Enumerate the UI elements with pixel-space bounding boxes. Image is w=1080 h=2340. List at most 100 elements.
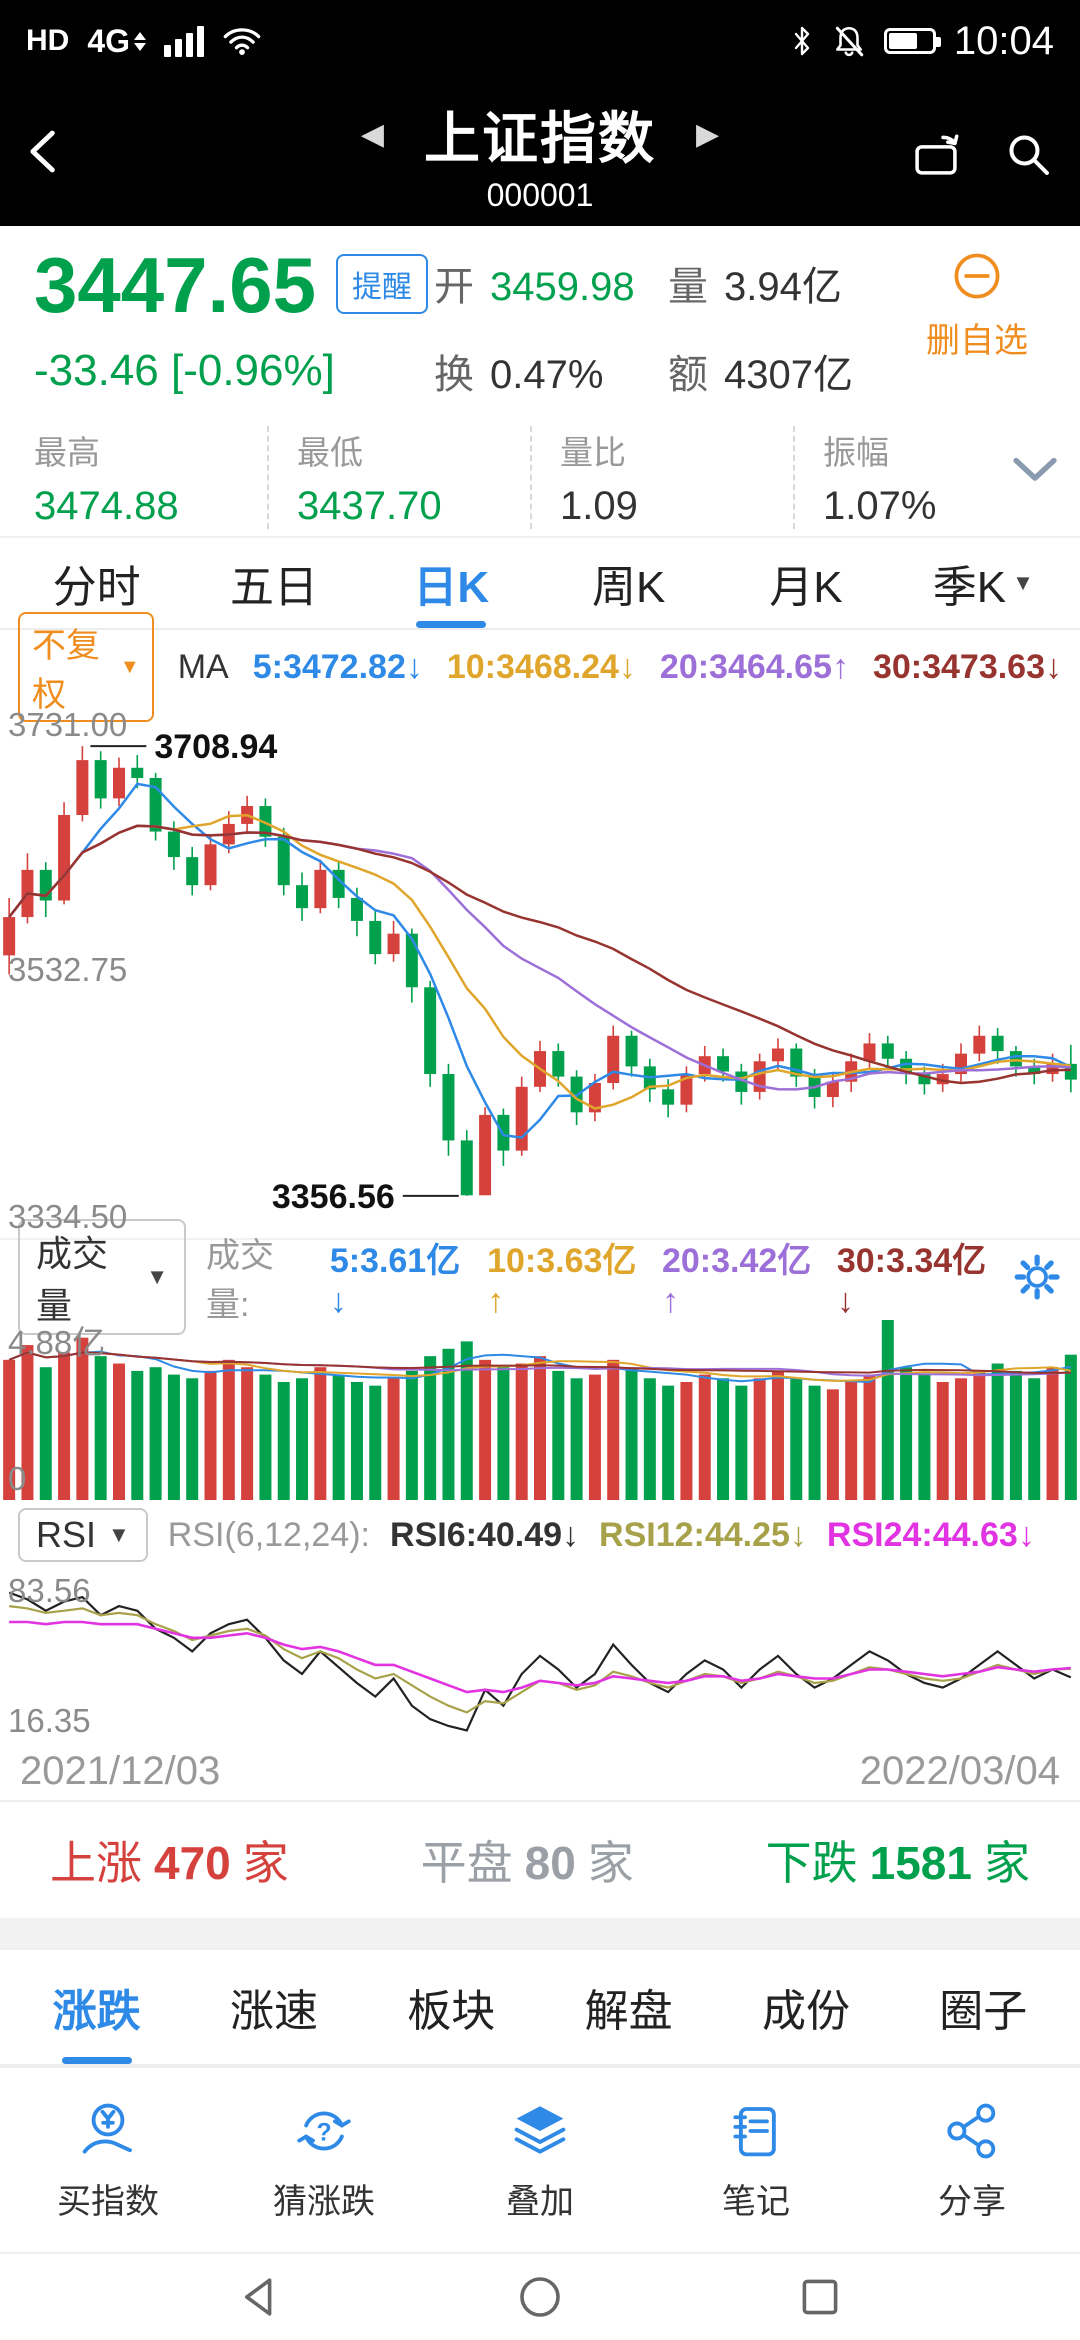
prev-index-icon[interactable]: ◀ xyxy=(360,118,384,151)
open-value: 3459.98 xyxy=(490,265,635,309)
tab-label: 涨速 xyxy=(229,1987,318,2036)
market-breadth-row: 上涨 470 家 平盘 80 家 下跌 1581 家 xyxy=(0,1800,1080,1918)
decliners-number: 1581 xyxy=(869,1837,972,1889)
bottom-toolbar: 买指数 ? 猜涨跌 叠加 xyxy=(0,2066,1080,2252)
tool-label: 叠加 xyxy=(506,2182,574,2221)
minus-circle-icon xyxy=(954,253,1000,299)
volume-axis-max: 4.88亿 xyxy=(8,1324,106,1361)
stats-row: 最高 3474.88 最低 3437.70 量比 1.09 振幅 1.07% xyxy=(0,418,1080,536)
stat-value: 3474.88 xyxy=(34,483,179,528)
tab-five-day[interactable]: 五日 xyxy=(185,538,362,628)
volume-prefix: 成交量: xyxy=(206,1237,275,1324)
status-bar: HD 4G xyxy=(0,0,1080,82)
amount-label: 额 xyxy=(668,353,708,397)
volume-selector[interactable]: 成交量 ▼ xyxy=(18,1219,187,1335)
alert-button[interactable]: 提醒 xyxy=(335,254,428,314)
title-block: ◀ 上证指数 ▶ 000001 xyxy=(361,94,719,214)
adjust-mode-selector[interactable]: 不复权 ▼ xyxy=(18,612,154,722)
guess-updown-icon: ? xyxy=(297,2111,351,2150)
candlestick-chart[interactable]: 3731.00 3532.75 3334.50 3708.94 3356.56 xyxy=(0,704,1080,1238)
tab-monthly-k[interactable]: 月K xyxy=(717,538,894,628)
overlay-icon xyxy=(514,2105,566,2154)
volume-indicator-row: 成交量 ▼ 成交量: 5:3.61亿↓ 10:3.63亿↑ 20:3.42亿↑ … xyxy=(0,1219,1080,1335)
expand-stats-button[interactable] xyxy=(1012,456,1058,489)
next-index-icon[interactable]: ▶ xyxy=(696,118,720,151)
tab-intraday[interactable]: 分时 xyxy=(8,538,185,628)
overlay-button[interactable]: 叠加 xyxy=(432,2098,648,2223)
hd-badge: HD xyxy=(26,24,70,57)
nav-recents-icon[interactable] xyxy=(796,2273,844,2321)
stat-label: 量比 xyxy=(560,433,626,471)
tab-weekly-k[interactable]: 周K xyxy=(540,538,717,628)
stat-value: 1.07% xyxy=(823,483,937,528)
share-button[interactable]: 分享 xyxy=(864,2098,1080,2223)
volume-chart[interactable]: 4.88亿 0 xyxy=(0,1314,1080,1500)
back-chevron-icon xyxy=(30,130,55,173)
tab-community[interactable]: 圈子 xyxy=(895,1950,1072,2064)
tab-quarterly-k[interactable]: 季K ▼ xyxy=(895,538,1072,628)
rsi-prefix: RSI(6,12,24): xyxy=(167,1515,371,1554)
rsi-axis-max: 83.56 xyxy=(8,1572,91,1609)
quote-panel: 3447.65 提醒 -33.46 [-0.96%] 开 3459.98 量 3… xyxy=(0,226,1080,418)
mute-bell-icon xyxy=(835,26,864,57)
unchanged-number: 80 xyxy=(524,1837,576,1889)
nav-back-icon[interactable] xyxy=(236,2273,284,2321)
tab-speed[interactable]: 涨速 xyxy=(185,1950,362,2064)
unchanged-suffix: 家 xyxy=(587,1837,634,1889)
stat-label: 最高 xyxy=(34,433,100,471)
price-block: 3447.65 提醒 -33.46 [-0.96%] xyxy=(34,246,434,418)
unchanged-label: 平盘 xyxy=(420,1837,513,1889)
search-icon[interactable] xyxy=(1002,128,1054,180)
stat-high: 最高 3474.88 xyxy=(34,426,267,529)
open-label: 开 xyxy=(434,265,474,309)
remove-watchlist-button[interactable]: 删自选 xyxy=(902,246,1052,418)
tab-sectors[interactable]: 板块 xyxy=(363,1950,540,2064)
stat-amplitude: 振幅 1.07% xyxy=(793,425,1056,529)
rsi12-readout: RSI12:44.25↓ xyxy=(599,1515,807,1554)
settings-gear-icon[interactable] xyxy=(1012,1250,1062,1304)
price-axis-min: 3334.50 xyxy=(8,1198,128,1235)
tool-label: 买指数 xyxy=(57,2182,159,2221)
tab-label: 分时 xyxy=(52,563,141,612)
stat-label: 振幅 xyxy=(823,433,889,471)
data-arrows-icon xyxy=(134,31,147,51)
rsi-selector-label: RSI xyxy=(36,1514,97,1555)
remove-watchlist-label: 删自选 xyxy=(926,322,1028,360)
price-axis-max: 3731.00 xyxy=(8,706,128,743)
tab-label: 日K xyxy=(413,563,490,612)
vol-ma10-readout: 10:3.63亿↑ xyxy=(487,1242,637,1320)
content-tab-bar: 涨跌 涨速 板块 解盘 成份 圈子 xyxy=(0,1948,1080,2066)
rsi-chart[interactable]: 83.56 16.35 xyxy=(0,1570,1080,1742)
rotate-screen-icon[interactable] xyxy=(910,128,962,180)
section-divider xyxy=(0,1918,1080,1948)
advancers-count: 上涨 470 家 xyxy=(50,1827,289,1893)
rsi6-readout: RSI6:40.49↓ xyxy=(390,1515,580,1554)
notes-button[interactable]: 笔记 xyxy=(648,2098,864,2223)
turnover-label: 换 xyxy=(434,353,474,397)
date-range-row: 2021/12/03 2022/03/04 xyxy=(0,1742,1080,1800)
tab-analysis[interactable]: 解盘 xyxy=(540,1950,717,2064)
rsi-selector[interactable]: RSI ▼ xyxy=(18,1508,148,1562)
network-label: 4G xyxy=(87,22,131,59)
back-button[interactable] xyxy=(22,126,74,183)
amount-pair: 额 4307亿 xyxy=(668,342,902,400)
advancers-suffix: 家 xyxy=(242,1837,289,1889)
open-pair: 开 3459.98 xyxy=(434,254,668,312)
volume-selector-label: 成交量 xyxy=(36,1233,109,1326)
tab-daily-k[interactable]: 日K xyxy=(363,538,540,628)
nav-home-icon[interactable] xyxy=(516,2273,564,2321)
tab-gainers-losers[interactable]: 涨跌 xyxy=(8,1950,185,2064)
ma-prefix: MA xyxy=(177,647,229,686)
tab-label: 月K xyxy=(769,563,843,612)
share-icon xyxy=(947,2103,996,2158)
quote-details: 开 3459.98 量 3.94亿 换 0.47% 额 4307亿 xyxy=(434,246,902,418)
tab-label: 季K xyxy=(932,563,1007,612)
buy-index-button[interactable]: 买指数 xyxy=(0,2098,216,2223)
adjust-mode-label: 不复权 xyxy=(32,627,100,714)
ma5-readout: 5:3472.82↓ xyxy=(252,647,423,686)
tab-constituents[interactable]: 成份 xyxy=(717,1950,894,2064)
system-nav-bar xyxy=(0,2252,1080,2340)
stat-value: 1.09 xyxy=(560,483,638,528)
guess-updown-button[interactable]: ? 猜涨跌 xyxy=(216,2098,432,2223)
